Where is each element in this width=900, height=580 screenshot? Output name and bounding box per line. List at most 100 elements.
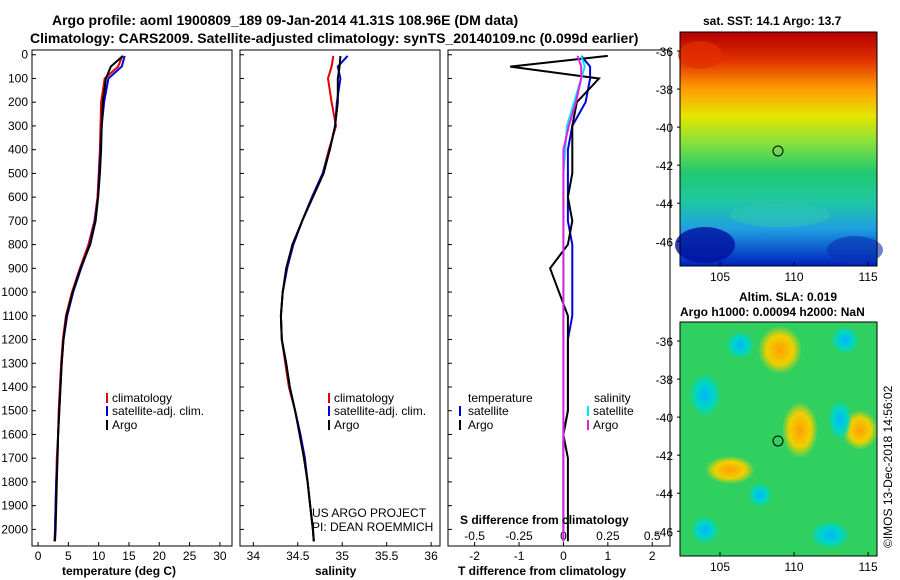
y-tick-label: 800: [8, 238, 28, 252]
y-tick-label: 1600: [1, 427, 28, 441]
altim-map-low: [831, 326, 859, 354]
sst-map-cold-patch: [827, 236, 883, 264]
altim-map-low: [691, 516, 719, 544]
x-tick-label: 5: [65, 549, 72, 563]
credit-line-1: US ARGO PROJECT: [312, 506, 427, 520]
x-tick-label: 34: [247, 549, 261, 563]
float-position-marker: [772, 145, 784, 157]
legend-title-salinity: salinity: [594, 391, 631, 405]
series-line: [562, 55, 586, 542]
credit-line-2: PI: DEAN ROEMMICH: [312, 520, 433, 534]
map-lon-label: 105: [710, 560, 730, 574]
map-lon-label: 115: [859, 560, 878, 574]
legend-label-argo: Argo: [112, 418, 138, 432]
temperature-xlabel: temperature (deg C): [62, 564, 176, 578]
altim-map-low: [810, 521, 850, 549]
sst-map-title: sat. SST: 14.1 Argo: 13.7: [703, 14, 842, 28]
x-tick-label: -2: [469, 549, 480, 563]
map-lat-label: -40: [656, 121, 674, 135]
x2-tick-label: 0.25: [596, 529, 620, 543]
y-tick-label: 1400: [1, 380, 28, 394]
x2-tick-label: 0.5: [644, 529, 661, 543]
x-tick-label: 15: [122, 549, 136, 563]
y-tick-label: 1300: [1, 356, 28, 370]
map-lat-label: -46: [656, 235, 674, 249]
map-axes-group: -36 -38 -40 -42 -44 -46 105 110 115 -36 -38 -40 -42 -…: [656, 45, 878, 574]
y-tick-label: 1500: [1, 404, 28, 418]
legend-label-argo: Argo: [334, 418, 360, 432]
sst-map-warm-patch: [678, 41, 722, 69]
series-group: [53, 54, 608, 542]
map-lat-label: -36: [656, 45, 674, 59]
x2-tick-label: -0.25: [505, 529, 533, 543]
map-lon-label: 115: [859, 270, 878, 284]
x-tick-label: 36: [424, 549, 438, 563]
y-tick-label: 900: [8, 261, 28, 275]
altim-map-high: [705, 456, 755, 484]
x-tick-label: 34.5: [286, 549, 310, 563]
axes-group: 0100200300400500600700800900100011001200…: [1, 48, 661, 563]
legend-label-satellite: satellite-adj. clim.: [112, 404, 204, 418]
sst-map-frame: [679, 31, 878, 267]
legend-label-climatology: climatology: [112, 391, 172, 405]
series-line: [279, 55, 349, 542]
title-line-2: Climatology: CARS2009. Satellite-adjuste…: [30, 30, 638, 46]
x-tick-label: 10: [92, 549, 106, 563]
y-tick-label: 200: [8, 95, 28, 109]
x-tick-label: 0: [560, 549, 567, 563]
y-tick-label: 1200: [1, 333, 28, 347]
legend-label-s-satellite: satellite: [593, 404, 634, 418]
sst-map-field: [680, 32, 877, 266]
y-tick-label: 1000: [1, 285, 28, 299]
x-tick-label: 1: [604, 549, 611, 563]
map-lat-label: -42: [656, 159, 674, 173]
x-tick-label: 35.5: [375, 549, 399, 563]
series-line: [562, 55, 583, 542]
altim-map: [679, 321, 878, 557]
salinity-legend: climatology satellite-adj. clim. Argo: [328, 391, 426, 432]
altim-map-high: [758, 326, 802, 374]
title-line-1: Argo profile: aoml 1900809_189 09-Jan-20…: [52, 12, 518, 28]
y-tick-label: 1700: [1, 451, 28, 465]
map-lat-label: -40: [656, 411, 674, 425]
map-lat-label: -46: [656, 525, 674, 539]
map-lon-label: 110: [784, 560, 803, 574]
altim-map-title-2: Argo h1000: 0.00094 h2000: NaN: [680, 305, 865, 319]
altim-map-low: [726, 331, 754, 359]
x-tick-label: 2: [649, 549, 656, 563]
salinity-panel-frame: [239, 49, 441, 547]
altim-map-low: [689, 373, 721, 417]
y-tick-label: 500: [8, 166, 28, 180]
altim-map-title-1: Altim. SLA: 0.019: [739, 290, 837, 304]
y-tick-label: 1100: [2, 309, 28, 323]
altim-map-low: [748, 483, 772, 507]
legend-label-t-argo: Argo: [468, 418, 494, 432]
map-lat-label: -38: [656, 373, 674, 387]
series-line: [510, 54, 608, 542]
map-lat-label: -38: [656, 83, 674, 97]
legend-title-temperature: temperature: [468, 391, 533, 405]
y-tick-label: 1900: [1, 499, 28, 513]
sst-map-cold-patch: [675, 227, 735, 263]
y-tick-label: 0: [21, 48, 28, 62]
salinity-xlabel: salinity: [315, 564, 357, 578]
y-tick-label: 1800: [1, 475, 28, 489]
map-lat-label: -44: [656, 197, 674, 211]
y-tick-label: 700: [8, 214, 28, 228]
series-line: [279, 55, 342, 542]
x-tick-label: 30: [213, 549, 227, 563]
y-tick-label: 600: [8, 190, 28, 204]
x-tick-label: -1: [514, 549, 525, 563]
altim-map-frame: [679, 321, 878, 557]
difference-panel-frame: [447, 49, 671, 547]
x-tick-label: 35: [336, 549, 350, 563]
y-tick-label: 2000: [1, 522, 28, 536]
map-lat-label: -44: [656, 487, 674, 501]
altim-map-low: [828, 400, 852, 440]
x2-tick-label: -0.5: [464, 529, 485, 543]
map-lon-label: 110: [784, 270, 803, 284]
series-line: [54, 55, 124, 542]
sst-map: [675, 31, 883, 267]
legend-label-s-argo: Argo: [593, 418, 619, 432]
